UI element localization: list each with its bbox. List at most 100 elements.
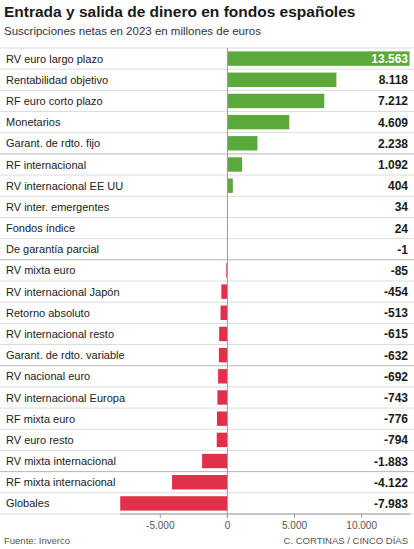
bar <box>217 433 228 447</box>
bar <box>217 411 227 425</box>
data-label: 4.609 <box>378 116 408 130</box>
category-label: Retorno absoluto <box>6 307 90 319</box>
row-separator <box>0 429 414 430</box>
tick <box>160 514 161 518</box>
bars <box>120 51 409 510</box>
chart: Entrada y salida de dinero en fondos esp… <box>0 0 414 549</box>
bar <box>227 73 336 87</box>
data-label: -85 <box>391 264 409 278</box>
data-label: -794 <box>384 433 408 447</box>
tick-label: -5.000 <box>146 520 175 531</box>
data-label: 8.118 <box>379 73 409 87</box>
title: Entrada y salida de dinero en fondos esp… <box>4 3 355 20</box>
category-label: RF mixta euro <box>6 413 75 425</box>
tick <box>361 514 362 518</box>
category-label: RV internacional Europa <box>6 392 126 404</box>
data-label: -743 <box>384 391 408 405</box>
bar <box>120 496 227 510</box>
tick-label: 0 <box>225 520 231 531</box>
data-label: 34 <box>395 200 409 214</box>
data-label: 24 <box>395 222 409 236</box>
data-label: -454 <box>384 285 408 299</box>
credit: C. CORTINAS / CINCO DÍAS <box>284 535 408 546</box>
bar <box>227 157 242 171</box>
row-separator <box>0 90 414 91</box>
bar <box>227 51 409 65</box>
row-separator <box>0 492 414 493</box>
bar <box>172 475 227 489</box>
data-label: -4.122 <box>374 476 408 490</box>
data-label: -513 <box>384 306 408 320</box>
category-label: RV internacional Japón <box>6 286 120 298</box>
category-label: Garant. de rdto. variable <box>6 349 125 361</box>
category-label: Monetarios <box>6 116 61 128</box>
row-separator <box>0 514 414 515</box>
tick-label: 5.000 <box>282 520 307 531</box>
data-label: -776 <box>384 412 408 426</box>
category-label: RV euro resto <box>6 434 74 446</box>
data-label: -1.883 <box>374 455 408 469</box>
row-separator <box>0 365 414 366</box>
bar <box>202 454 227 468</box>
bar <box>227 136 257 150</box>
row-separator <box>0 302 414 303</box>
category-label: RV internacional resto <box>6 328 114 340</box>
category-label: RV inter. emergentes <box>6 201 110 213</box>
tick <box>294 514 295 518</box>
row-separator <box>0 217 414 218</box>
bar <box>227 94 324 108</box>
data-label: 13.563 <box>371 52 408 66</box>
row-separator <box>0 238 414 239</box>
bar <box>219 327 227 341</box>
bar <box>227 115 289 129</box>
category-label: Fondos índice <box>6 222 75 234</box>
row-separator <box>0 386 414 387</box>
category-label: Rentabilidad objetivo <box>6 74 108 86</box>
bar <box>217 390 227 404</box>
subtitle: Suscripciones netas en 2023 en millones … <box>4 25 261 37</box>
row-separator <box>0 69 414 70</box>
row-separator <box>0 153 414 154</box>
data-label: 404 <box>388 179 408 193</box>
data-label: 1.092 <box>378 158 408 172</box>
row-separator <box>0 48 414 49</box>
row-separator <box>0 471 414 472</box>
row-separator <box>0 259 414 260</box>
category-label: RF internacional <box>6 159 86 171</box>
category-label: RV mixta euro <box>6 264 76 276</box>
labels: RV euro largo plazo 13.563 Rentabilidad ob… <box>6 52 408 511</box>
row-separator <box>0 344 414 345</box>
row-separator <box>0 323 414 324</box>
category-label: De garantía parcial <box>6 243 99 255</box>
row-separator <box>0 450 414 451</box>
data-label: 7.212 <box>378 94 408 108</box>
category-label: RV internacional EE UU <box>6 180 123 192</box>
zero-line <box>227 48 228 518</box>
row-separator <box>0 132 414 133</box>
bar <box>227 178 232 192</box>
data-label: -615 <box>384 327 408 341</box>
source: Fuente: Inverco <box>4 535 70 546</box>
row-separator <box>0 196 414 197</box>
category-label: Globales <box>6 497 50 509</box>
category-label: RV euro largo plazo <box>6 53 103 65</box>
data-label: 2.238 <box>378 137 408 151</box>
data-label: -632 <box>384 349 408 363</box>
category-label: RV nacional euro <box>6 370 90 382</box>
data-label: -692 <box>384 370 408 384</box>
x-axis <box>120 514 410 515</box>
bar <box>221 284 227 298</box>
category-label: RV mixta internacional <box>6 455 116 467</box>
category-label: RF mixta internacional <box>6 476 115 488</box>
row-separator <box>0 111 414 112</box>
category-label: RF euro corto plazo <box>6 95 103 107</box>
category-label: Garant. de rdto. fijo <box>6 137 100 149</box>
bar <box>219 348 227 362</box>
row-separator <box>0 281 414 282</box>
data-label: -7.983 <box>374 497 408 511</box>
data-label: -1 <box>397 243 408 257</box>
row-separator <box>0 175 414 176</box>
bar <box>218 369 227 383</box>
bar <box>221 306 228 320</box>
tick <box>227 514 228 518</box>
